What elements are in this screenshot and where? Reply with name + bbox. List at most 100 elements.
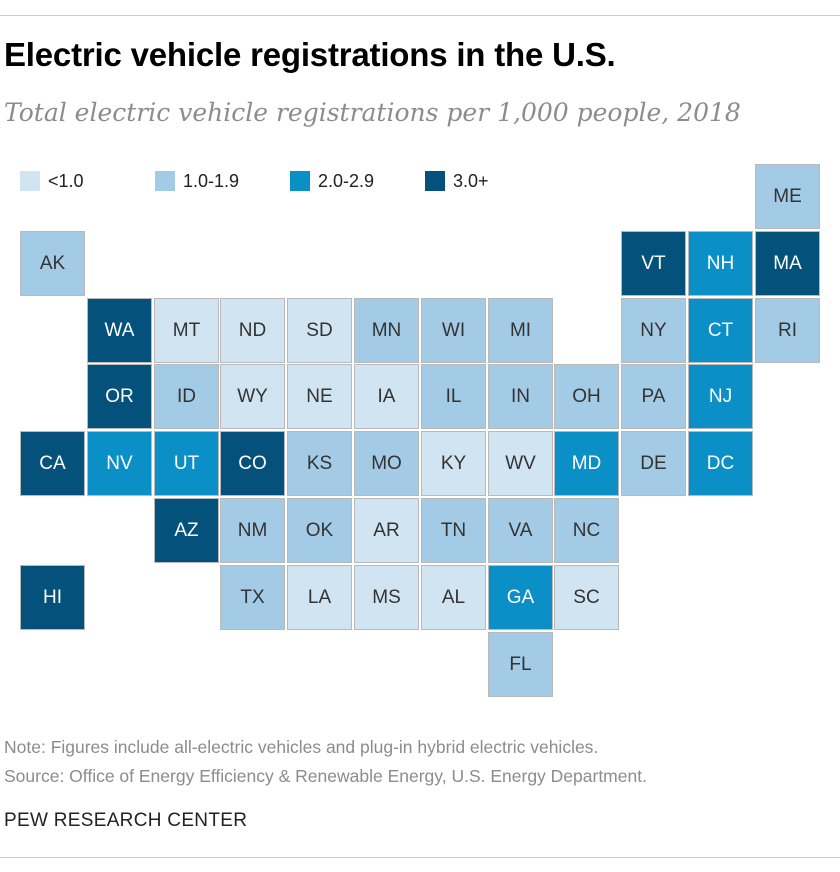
state-label: AK: [39, 252, 66, 274]
state-label: MS: [372, 586, 401, 608]
legend-item-1-1.9: 1.0-1.9: [155, 170, 239, 192]
source-text: Source: Office of Energy Efficiency & Re…: [4, 766, 647, 786]
state-label: KY: [440, 452, 467, 474]
state-label: NM: [237, 519, 268, 541]
state-label: WV: [505, 452, 536, 474]
state-tile-ar: AR: [354, 498, 419, 563]
state-tile-ca: CA: [20, 431, 85, 496]
state-label: GA: [506, 586, 535, 608]
state-label: IA: [377, 385, 396, 407]
state-tile-va: VA: [488, 498, 553, 563]
state-label: AR: [373, 519, 400, 541]
state-label: NE: [306, 385, 333, 407]
state-label: IL: [445, 385, 462, 407]
state-tile-ok: OK: [287, 498, 352, 563]
state-tile-nh: NH: [688, 231, 753, 296]
state-label: CT: [707, 319, 734, 341]
state-tile-ri: RI: [755, 298, 820, 363]
state-tile-ut: UT: [154, 431, 219, 496]
state-label: VT: [641, 252, 666, 274]
chart-title: Electric vehicle registrations in the U.…: [4, 36, 616, 73]
state-tile-hi: HI: [20, 565, 85, 630]
state-tile-ma: MA: [755, 231, 820, 296]
legend-label-1-1.9: 1.0-1.9: [183, 170, 240, 191]
legend-label-2-2.9: 2.0-2.9: [318, 170, 375, 191]
state-tile-fl: FL: [488, 632, 553, 697]
state-label: WY: [237, 385, 268, 407]
state-tile-il: IL: [421, 364, 486, 429]
state-label: MO: [371, 452, 402, 474]
state-label: LA: [307, 586, 332, 608]
state-label: IN: [511, 385, 530, 407]
state-tile-wa: WA: [87, 298, 152, 363]
state-tile-wy: WY: [220, 364, 285, 429]
state-tile-mn: MN: [354, 298, 419, 363]
state-tile-az: AZ: [154, 498, 219, 563]
state-label: OK: [305, 519, 334, 541]
state-tile-vt: VT: [621, 231, 686, 296]
state-tile-pa: PA: [621, 364, 686, 429]
legend-swatch-2-2.9: [290, 171, 310, 191]
legend-swatch-lt1: [20, 171, 40, 191]
state-label: HI: [43, 586, 62, 608]
state-tile-ny: NY: [621, 298, 686, 363]
state-label: MA: [773, 252, 802, 274]
state-label: ID: [177, 385, 196, 407]
state-label: AZ: [174, 519, 199, 541]
state-tile-oh: OH: [554, 364, 619, 429]
state-tile-co: CO: [220, 431, 285, 496]
top-rule: [0, 15, 840, 16]
state-label: PA: [641, 385, 666, 407]
state-label: SD: [306, 319, 333, 341]
state-label: UT: [173, 452, 200, 474]
state-label: NJ: [708, 385, 733, 407]
chart-subtitle: Total electric vehicle registrations per…: [4, 98, 741, 127]
state-tile-nc: NC: [554, 498, 619, 563]
state-tile-tx: TX: [220, 565, 285, 630]
state-tile-me: ME: [755, 164, 820, 229]
state-tile-ky: KY: [421, 431, 486, 496]
legend-label-lt1: <1.0: [48, 170, 84, 191]
state-label: CA: [39, 452, 66, 474]
legend-item-3plus: 3.0+: [425, 170, 489, 192]
legend-item-lt1: <1.0: [20, 170, 84, 192]
state-tile-la: LA: [287, 565, 352, 630]
brand-label: PEW RESEARCH CENTER: [4, 810, 248, 831]
state-tile-ct: CT: [688, 298, 753, 363]
state-tile-nv: NV: [87, 431, 152, 496]
state-label: NY: [640, 319, 667, 341]
state-label: FL: [509, 653, 532, 675]
state-tile-nm: NM: [220, 498, 285, 563]
state-label: RI: [778, 319, 797, 341]
state-tile-nd: ND: [220, 298, 285, 363]
note-text: Note: Figures include all-electric vehic…: [4, 737, 599, 757]
legend-label-3plus: 3.0+: [453, 170, 489, 191]
state-label: MN: [371, 319, 402, 341]
state-label: VA: [508, 519, 533, 541]
state-tile-sc: SC: [554, 565, 619, 630]
state-label: MI: [509, 319, 532, 341]
state-label: OH: [572, 385, 601, 407]
state-tile-wi: WI: [421, 298, 486, 363]
state-label: AL: [441, 586, 466, 608]
state-tile-ks: KS: [287, 431, 352, 496]
state-tile-wv: WV: [488, 431, 553, 496]
state-label: MD: [571, 452, 602, 474]
state-tile-ga: GA: [488, 565, 553, 630]
state-tile-dc: DC: [688, 431, 753, 496]
state-tile-mo: MO: [354, 431, 419, 496]
state-tile-sd: SD: [287, 298, 352, 363]
state-tile-or: OR: [87, 364, 152, 429]
state-label: NV: [106, 452, 133, 474]
state-tile-tn: TN: [421, 498, 486, 563]
state-tile-ia: IA: [354, 364, 419, 429]
state-tile-ak: AK: [20, 231, 85, 296]
bottom-rule: [0, 857, 840, 858]
legend-swatch-3plus: [425, 171, 445, 191]
state-tile-in: IN: [488, 364, 553, 429]
state-label: DE: [640, 452, 667, 474]
state-tile-id: ID: [154, 364, 219, 429]
state-tile-md: MD: [554, 431, 619, 496]
state-tile-ne: NE: [287, 364, 352, 429]
state-label: TX: [240, 586, 265, 608]
